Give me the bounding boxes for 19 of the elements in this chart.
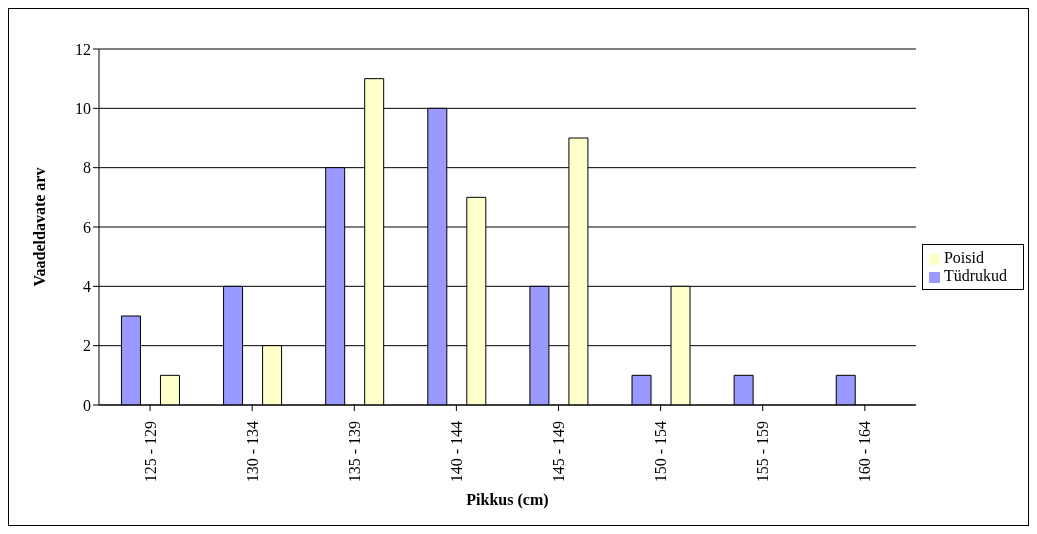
x-tick-label: 160 - 164 [856,421,874,483]
y-tick-label: 12 [75,40,91,58]
y-tick-label: 8 [83,159,91,177]
x-tick-label: 130 - 134 [243,421,261,483]
y-axis-title: Vaadeldavate arv [30,167,48,287]
y-tick-label: 4 [83,278,91,296]
legend-label: Tüdrukud [943,267,1007,284]
legend-label: Poisid [943,249,984,266]
x-tick-label: 140 - 144 [447,421,465,483]
y-tick-label: 0 [83,396,91,414]
x-tick-label: 125 - 129 [141,421,159,483]
x-tick-label: 150 - 154 [652,421,670,483]
x-tick-label: 145 - 149 [550,421,567,483]
x-tick-label: 135 - 139 [345,421,363,483]
x-axis-title: Pikkus (cm) [466,491,549,509]
y-tick-label: 2 [83,337,91,355]
y-tick-label: 10 [75,100,91,118]
x-tick-label: 155 - 159 [754,421,772,483]
y-tick-label: 6 [83,218,91,236]
